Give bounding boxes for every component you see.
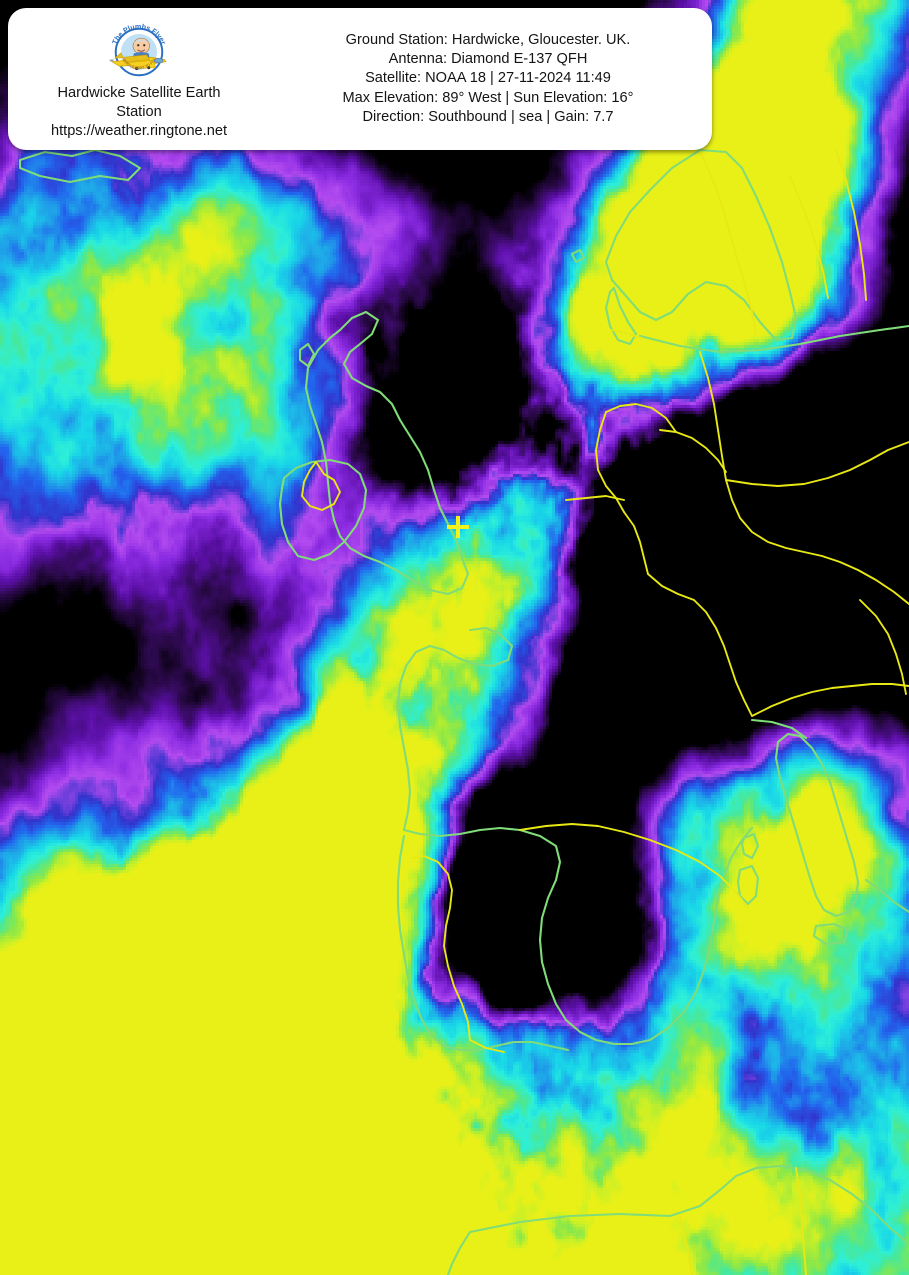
info-card: The Plumbs Flyer WHO LEARNT TO FLY Hardw… [8, 8, 712, 150]
station-url: https://weather.ringtone.net [50, 122, 228, 139]
airplane-badge-logo-icon: The Plumbs Flyer WHO LEARNT TO FLY [109, 22, 167, 76]
crosshair-vertical-bar [456, 516, 460, 538]
meta-line-direction: Direction: Southbound | sea | Gain: 7.7 [362, 108, 614, 125]
coastline-layer [18, 148, 909, 1275]
country-border-layer [301, 149, 909, 1275]
ground-station-crosshair [447, 516, 469, 538]
station-name-line-1: Hardwicke Satellite Earth [57, 84, 221, 101]
meta-line-elevation: Max Elevation: 89° West | Sun Elevation:… [342, 89, 634, 106]
station-identity-block: The Plumbs Flyer WHO LEARNT TO FLY Hardw… [8, 18, 270, 141]
pass-metadata-block: Ground Station: Hardwicke, Gloucester. U… [270, 31, 712, 127]
meta-line-antenna: Antenna: Diamond E-137 QFH [388, 51, 588, 68]
station-name-line-2: Station [116, 103, 162, 120]
meta-line-ground-station: Ground Station: Hardwicke, Gloucester. U… [345, 31, 631, 48]
meta-line-satellite: Satellite: NOAA 18 | 27-11-2024 11:49 [365, 70, 611, 87]
